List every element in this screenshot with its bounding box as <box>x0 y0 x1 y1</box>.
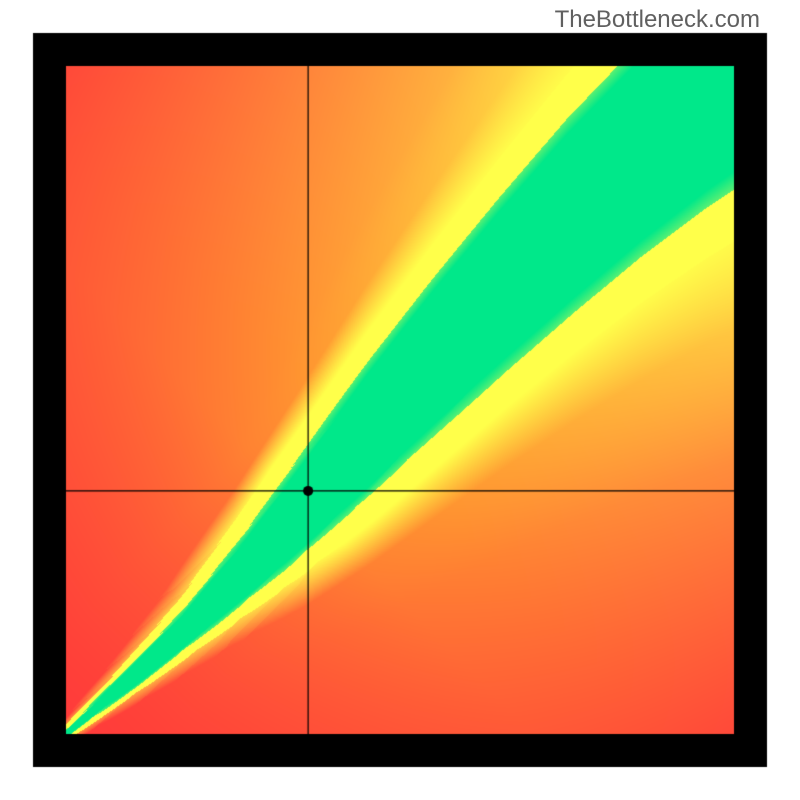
watermark-text: TheBottleneck.com <box>555 6 760 34</box>
heatmap-canvas <box>0 0 800 800</box>
chart-container: TheBottleneck.com <box>0 0 800 800</box>
